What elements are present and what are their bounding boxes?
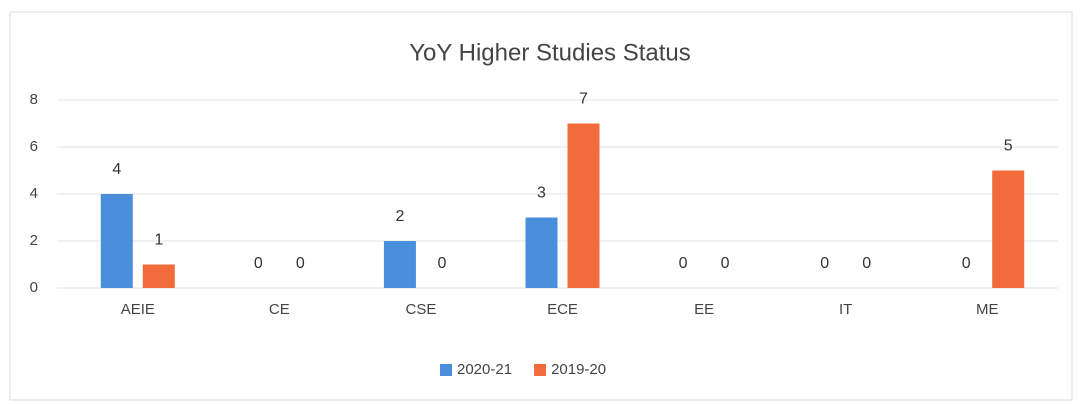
y-tick-label: 2: [30, 232, 38, 249]
data-label: 4: [112, 161, 121, 178]
x-tick-label: ECE: [547, 301, 578, 318]
data-label: 0: [721, 255, 730, 272]
bar: [100, 194, 133, 288]
data-label: 2: [395, 208, 404, 225]
legend-label: 2020-21: [457, 361, 512, 378]
legend-swatch: [440, 364, 452, 376]
data-label: 7: [579, 91, 588, 108]
data-label: 0: [679, 255, 688, 272]
legend-swatch: [534, 364, 547, 376]
x-tick-label: CSE: [406, 301, 437, 318]
data-label: 0: [254, 255, 263, 272]
data-label: 0: [820, 255, 829, 272]
y-tick-label: 8: [30, 91, 38, 108]
data-label: 0: [437, 255, 446, 272]
data-label: 0: [296, 255, 305, 272]
chart-border: [9, 11, 1073, 401]
bar: [992, 170, 1025, 288]
x-tick-label: IT: [839, 301, 852, 318]
y-tick-label: 0: [30, 279, 38, 296]
y-tick-label: 6: [30, 138, 38, 155]
x-tick-label: ME: [976, 301, 999, 318]
bar: [142, 264, 175, 288]
x-tick-label: EE: [694, 301, 714, 318]
bar: [383, 241, 416, 288]
data-label: 3: [537, 185, 546, 202]
data-label: 0: [862, 255, 871, 272]
bar: [525, 217, 558, 288]
chart-title: YoY Higher Studies Status: [409, 39, 691, 66]
bar: [567, 123, 600, 288]
data-label: 5: [1004, 138, 1013, 155]
x-tick-label: CE: [269, 301, 290, 318]
data-label: 0: [962, 255, 971, 272]
y-tick-label: 4: [30, 185, 38, 202]
x-tick-label: AEIE: [121, 301, 155, 318]
data-label: 1: [154, 232, 163, 249]
legend-label: 2019-20: [551, 361, 606, 378]
